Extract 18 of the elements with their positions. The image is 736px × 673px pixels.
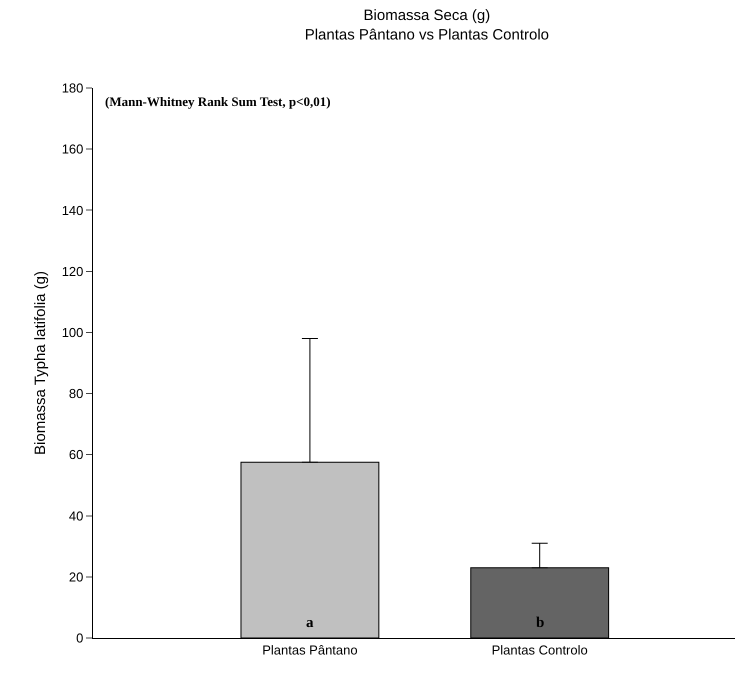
x-tick-label: Plantas Pântano (262, 642, 358, 658)
y-tick-label: 0 (76, 630, 84, 646)
y-axis-title: Biomassa Typha latifolia (g) (32, 271, 49, 455)
y-tick-label: 60 (68, 447, 84, 462)
y-tick-label: 180 (62, 80, 84, 96)
annotation: (Mann-Whitney Rank Sum Test, p<0,01) (105, 94, 331, 109)
y-tick-label: 20 (68, 569, 84, 584)
y-tick-label: 80 (68, 386, 84, 402)
y-tick-label: 140 (62, 202, 84, 218)
chart-title: Biomassa Seca (g) (364, 7, 490, 24)
chart-subtitle: Plantas Pântano vs Plantas Controlo (304, 26, 550, 44)
y-tick-label: 100 (62, 324, 84, 340)
y-tick-label: 120 (62, 264, 84, 279)
annotation: b (536, 615, 544, 631)
y-tick-label: 160 (62, 142, 84, 157)
annotation: a (306, 615, 314, 631)
y-tick-label: 40 (68, 508, 84, 524)
x-tick-label: Plantas Controlo (492, 642, 588, 658)
